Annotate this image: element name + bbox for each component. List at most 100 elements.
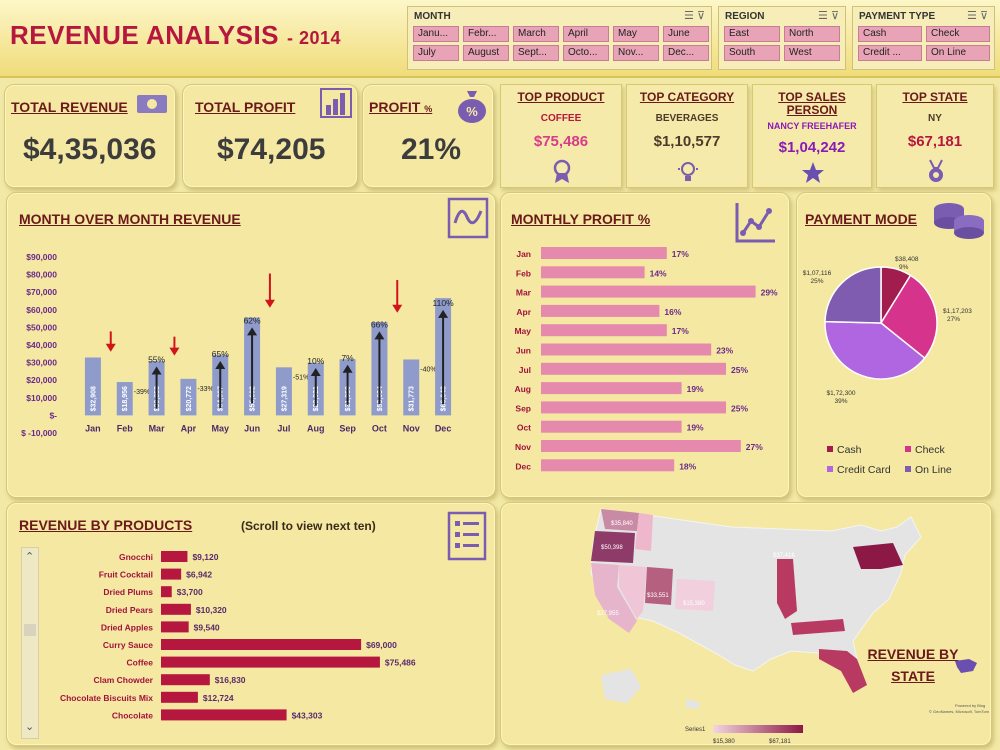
- profit-pct-card: PROFIT % % 21%: [362, 84, 494, 188]
- mom-xtick-label: Oct: [372, 423, 387, 433]
- scroll-up-icon[interactable]: ⌃: [25, 551, 35, 563]
- mp-value-label: 16%: [664, 307, 681, 317]
- mom-ytick-label: $-: [49, 410, 57, 420]
- month-filter-button-9[interactable]: Octo...: [563, 45, 609, 61]
- payment-filter-button-2[interactable]: Credit ...: [858, 45, 922, 61]
- multi-select-icon[interactable]: ☰: [684, 10, 694, 22]
- mp-value-label: 18%: [679, 461, 696, 471]
- top-state-name: NY: [928, 113, 942, 124]
- pie-pct-label: 39%: [834, 398, 847, 405]
- payment-filter-button-0[interactable]: Cash: [858, 26, 922, 42]
- payment-filter-button-1[interactable]: Check: [926, 26, 990, 42]
- money-icon: [137, 95, 167, 113]
- pie-slice: [880, 274, 938, 360]
- mom-change-label: 65%: [212, 349, 229, 359]
- product-bar: [161, 691, 198, 703]
- product-category-label: Dried Plums: [103, 587, 153, 597]
- mp-bar: [541, 285, 756, 298]
- pie-legend-swatch: [905, 446, 911, 452]
- pie-value-label: $38,408: [895, 256, 919, 263]
- mp-category-label: Jul: [519, 365, 531, 375]
- region-filter-button-0[interactable]: East: [724, 26, 780, 42]
- mom-title: MONTH OVER MONTH REVENUE: [19, 211, 241, 227]
- month-filter-button-7[interactable]: August: [463, 45, 509, 61]
- top-category-label: TOP CATEGORY: [639, 90, 735, 104]
- hawaii-shape: [685, 699, 701, 709]
- product-bar: [161, 639, 362, 650]
- scroll-down-icon[interactable]: ⌄: [25, 721, 35, 733]
- month-filter-button-4[interactable]: May: [613, 26, 659, 42]
- total-revenue-card: TOTAL REVENUE $4,35,036: [4, 84, 176, 188]
- mom-xtick-label: Apr: [181, 423, 197, 433]
- multi-select-icon[interactable]: ☰: [818, 10, 828, 22]
- month-filter-button-3[interactable]: April: [563, 26, 609, 42]
- mp-bar: [541, 382, 682, 395]
- pie-value-label: $1,07,116: [803, 270, 832, 277]
- multi-select-icon[interactable]: ☰: [967, 10, 977, 22]
- month-slicer: MONTH ☰ ⊽ Janu... Febr... March April May Jun…: [407, 6, 712, 70]
- pie-legend-label: On Line: [915, 464, 952, 476]
- mp-bar: [541, 401, 726, 414]
- month-filter-button-5[interactable]: June: [663, 26, 709, 42]
- mom-ytick-label: $50,000: [26, 322, 57, 332]
- pie-legend-label: Cash: [837, 444, 862, 456]
- state-map-title-2: STATE: [891, 668, 935, 684]
- payment-filter-button-3[interactable]: On Line: [926, 45, 990, 61]
- region-filter-button-1[interactable]: North: [784, 26, 840, 42]
- mom-xtick-label: Jun: [244, 423, 260, 433]
- month-filter-button-8[interactable]: Sept...: [513, 45, 559, 61]
- total-profit-value: $74,205: [217, 133, 326, 166]
- clear-filter-icon[interactable]: ⊽: [696, 10, 705, 22]
- region-filter-button-2[interactable]: South: [724, 45, 780, 61]
- scroll-thumb[interactable]: [24, 624, 36, 636]
- mp-value-label: 25%: [731, 403, 748, 413]
- mp-value-label: 17%: [672, 249, 689, 259]
- month-filter-button-11[interactable]: Dec...: [663, 45, 709, 61]
- mom-ytick-label: $20,000: [26, 375, 57, 385]
- mom-change-label: -40%: [420, 366, 436, 373]
- clear-filter-icon[interactable]: ⊽: [830, 10, 839, 22]
- top-state-label: TOP STATE: [902, 90, 968, 104]
- month-filter-button-2[interactable]: March: [513, 26, 559, 42]
- top-sales-person-card: TOP SALES PERSON NANCY FREEHAFER $1,04,24…: [752, 84, 872, 188]
- state-washington: [601, 509, 639, 531]
- payment-mode-panel: PAYMENT MODE $38,408 9% $1,17,203 27% $1,72,…: [796, 192, 992, 498]
- state-colorado: [675, 579, 715, 611]
- map-label-colorado: $15,380: [683, 601, 705, 607]
- mom-down-arrowhead: [105, 343, 116, 352]
- top-sales-label: TOP SALES PERSON: [753, 91, 871, 117]
- map-legend-gradient: [713, 725, 803, 733]
- product-value-label: $9,120: [192, 552, 218, 562]
- mom-down-arrowhead: [169, 347, 180, 356]
- top-product-label: TOP PRODUCT: [517, 90, 605, 104]
- monthly-profit-title: MONTHLY PROFIT %: [511, 211, 651, 227]
- month-filter-button-10[interactable]: Nov...: [613, 45, 659, 61]
- mom-value-label: $20,772: [186, 386, 193, 411]
- mom-xtick-label: Mar: [149, 423, 166, 433]
- us-map-icon: [955, 659, 977, 673]
- profit-pct-label-text: PROFIT: [369, 99, 421, 115]
- products-scrollbar[interactable]: ⌃ ⌄: [21, 547, 39, 739]
- mom-change-label: 10%: [307, 356, 324, 366]
- region-slicer-controls: ☰ ⊽: [818, 9, 839, 22]
- product-category-label: Chocolate Biscuits Mix: [60, 693, 153, 703]
- map-label-illinois: $37,416: [773, 553, 795, 559]
- mom-ytick-label: $30,000: [26, 358, 57, 368]
- mom-up-arrowhead: [374, 331, 385, 340]
- mom-ytick-label: $10,000: [26, 393, 57, 403]
- mp-category-label: Sep: [515, 403, 531, 413]
- top-category-value: $1,10,577: [653, 133, 721, 150]
- pie-value-label: $1,72,300: [827, 390, 856, 397]
- month-filter-button-1[interactable]: Febr...: [463, 26, 509, 42]
- mom-xtick-label: Dec: [435, 423, 452, 433]
- products-panel: REVENUE BY PRODUCTS (Scroll to view next…: [6, 502, 496, 746]
- state-new-york: [853, 543, 903, 569]
- region-filter-button-3[interactable]: West: [784, 45, 840, 61]
- clear-filter-icon[interactable]: ⊽: [979, 10, 988, 22]
- mom-value-label: $18,956: [122, 386, 129, 411]
- mom-bar: [180, 378, 197, 416]
- month-filter-button-6[interactable]: July: [413, 45, 459, 61]
- mp-value-label: 19%: [687, 423, 704, 433]
- month-filter-button-0[interactable]: Janu...: [413, 26, 459, 42]
